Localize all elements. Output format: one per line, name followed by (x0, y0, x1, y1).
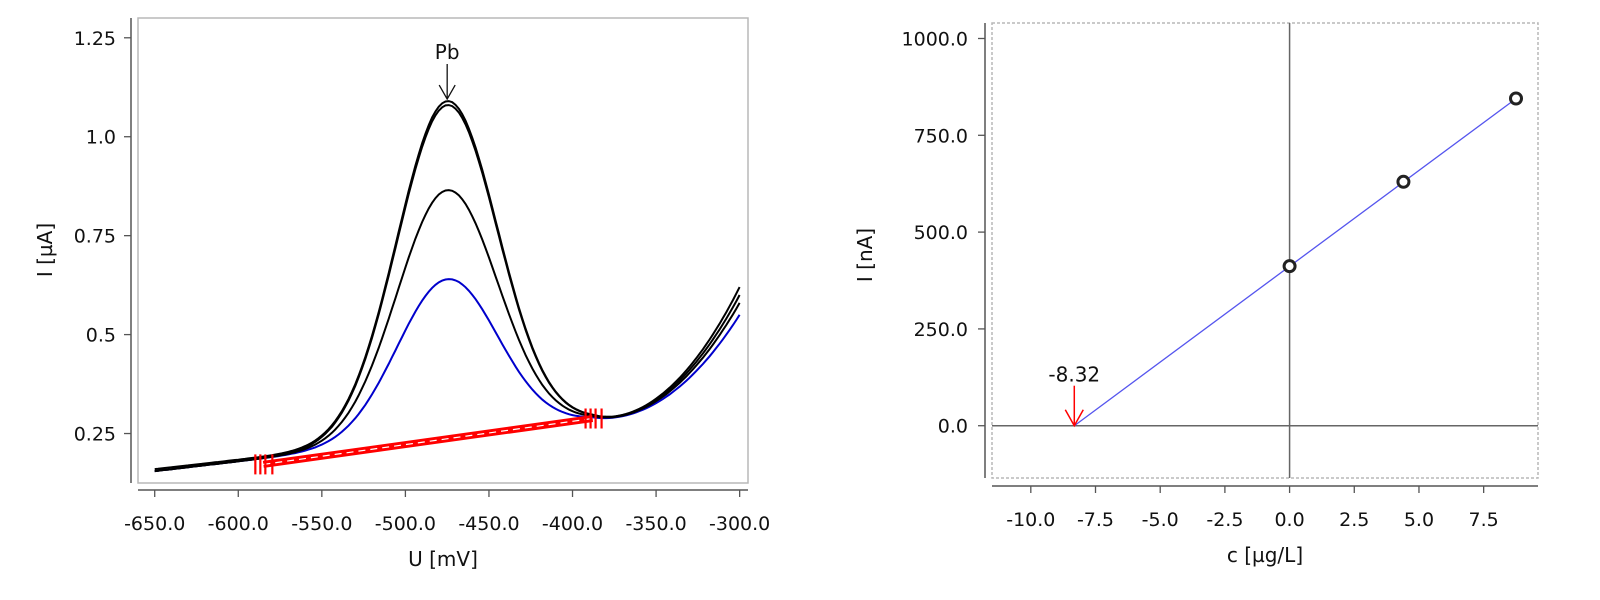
voltammogram-x-axis-label: U [mV] (408, 547, 478, 571)
calibration-plot-frame (991, 22, 1539, 479)
x-tick-label: -5.0 (1142, 509, 1179, 531)
voltammogram-x-ticks: -650.0 -600.0 -550.0 -500.0 -450.0 -400.0 -350… (124, 490, 770, 535)
y-tick-label: 1000.0 (902, 28, 968, 50)
y-tick-label: 1.0 (86, 127, 116, 149)
calibration-chart: -10.0 -7.5 -5.0 -2.5 0.0 2.5 5.0 7.5 0.0 250.0 50… (853, 22, 1539, 567)
x-tick-label: -300.0 (709, 513, 770, 535)
intercept-arrow-head (1064, 409, 1084, 428)
y-tick-label: 0.0 (938, 416, 968, 438)
voltammogram-integration-baseline (254, 408, 603, 475)
x-tick-label: -450.0 (458, 513, 519, 535)
calibration-zero-lines (992, 23, 1538, 478)
peak-label: Pb (435, 40, 460, 64)
calibration-y-ticks: 0.0 250.0 500.0 750.0 1000.0 (902, 28, 985, 438)
peak-arrow-head (438, 84, 456, 101)
x-tick-label: 7.5 (1469, 509, 1499, 531)
calibration-point (1396, 174, 1411, 189)
voltammogram-y-axis-label: I [µA] (33, 223, 57, 277)
voltammogram-curve (154, 100, 741, 471)
integration-baseline-hatch (263, 417, 593, 465)
voltammogram-chart: -650.0 -600.0 -550.0 -500.0 -450.0 -400.0 -350… (33, 17, 770, 571)
x-tick-label: -400.0 (542, 513, 603, 535)
x-tick-label: -500.0 (375, 513, 436, 535)
calibration-y-axis-label: I [nA] (853, 228, 877, 282)
calibration-x-axis-label: c [µg/L] (1227, 543, 1303, 567)
y-tick-label: 0.75 (74, 226, 116, 248)
voltammogram-y-ticks: 0.25 0.5 0.75 1.0 1.25 (74, 28, 131, 446)
voltammogram-series (154, 100, 741, 473)
voltammogram-plot-frame (137, 17, 749, 484)
x-tick-label: -650.0 (124, 513, 185, 535)
calibration-point (1282, 259, 1297, 274)
intercept-label: -8.32 (1048, 363, 1100, 387)
x-tick-label: -350.0 (625, 513, 686, 535)
x-tick-label: -550.0 (291, 513, 352, 535)
x-tick-label: -2.5 (1206, 509, 1243, 531)
calibration-point (1509, 91, 1524, 106)
x-tick-label: 0.0 (1274, 509, 1304, 531)
calibration-x-ticks: -10.0 -7.5 -5.0 -2.5 0.0 2.5 5.0 7.5 (1006, 486, 1499, 531)
y-tick-label: 1.25 (74, 28, 116, 50)
y-tick-label: 250.0 (914, 319, 968, 341)
x-tick-label: -7.5 (1077, 509, 1114, 531)
x-tick-label: -10.0 (1006, 509, 1055, 531)
y-tick-label: 750.0 (914, 125, 968, 147)
y-tick-label: 0.25 (74, 424, 116, 446)
voltammogram-peak-marker: Pb (435, 40, 460, 101)
calibration-points (1282, 91, 1524, 274)
x-tick-label: -600.0 (208, 513, 269, 535)
y-tick-label: 500.0 (914, 222, 968, 244)
x-tick-label: 2.5 (1339, 509, 1369, 531)
y-tick-label: 0.5 (86, 325, 116, 347)
x-tick-label: 5.0 (1404, 509, 1434, 531)
calibration-intercept-marker: -8.32 (1048, 363, 1100, 428)
